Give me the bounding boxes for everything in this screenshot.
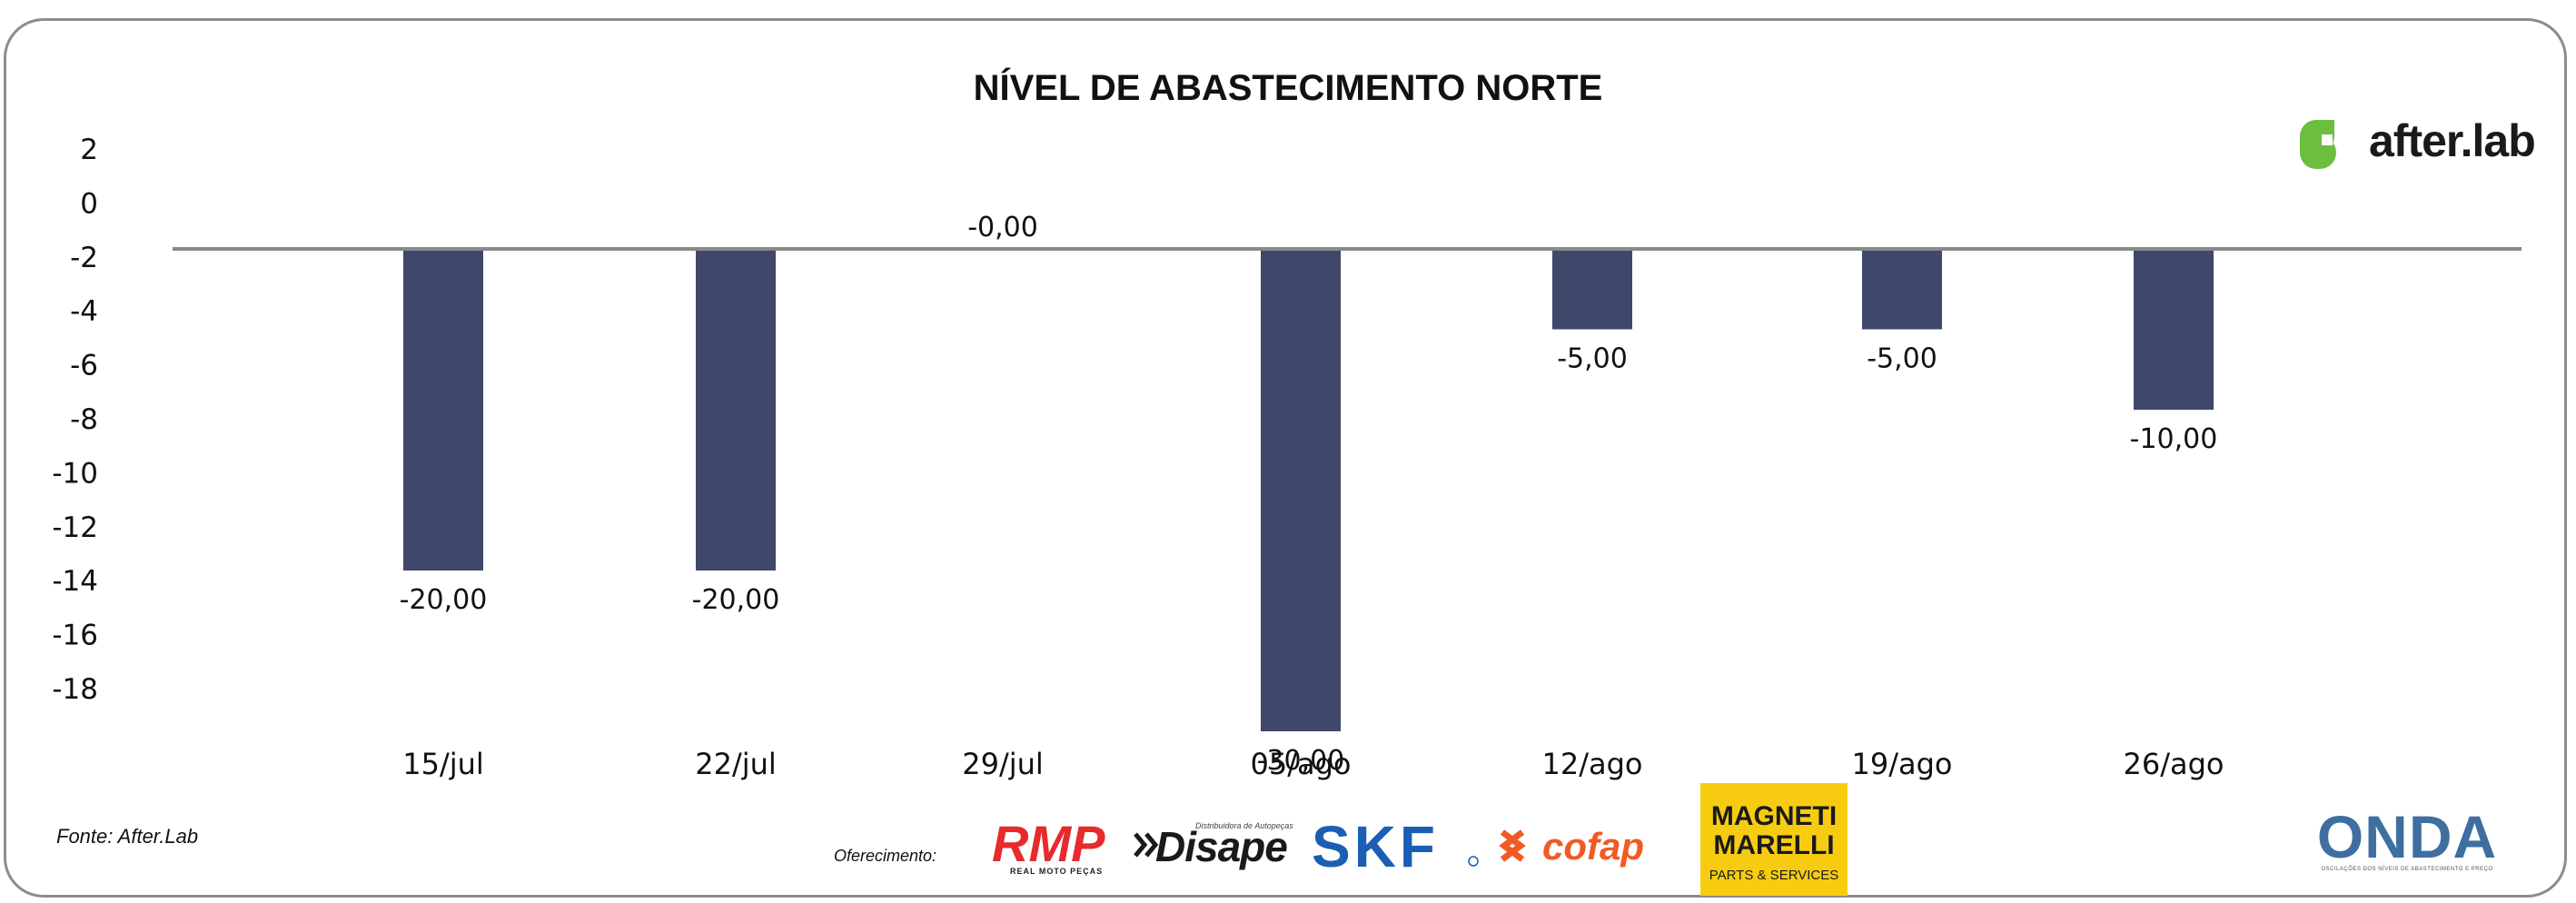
skf-logo: SKF: [1312, 814, 1479, 879]
y-tick-label: -4: [70, 295, 98, 328]
onda-logo: ONDA OSCILAÇÕES DOS NÍVEIS DE ABASTECIME…: [2317, 803, 2497, 872]
bars: [403, 249, 2214, 731]
data-label: -0,00: [967, 212, 1038, 243]
disape-logo: Disape Distribuidora de Autopeças: [1134, 821, 1293, 870]
source-note: Fonte: After.Lab: [56, 825, 198, 848]
disape-tagline: Distribuidora de Autopeças: [1195, 821, 1293, 830]
y-tick-label: -6: [70, 350, 98, 382]
x-axis-ticks: 15/jul 22/jul 29/jul 05/ago 12/ago 19/ago 26/a…: [402, 747, 2224, 781]
y-tick-label: -16: [52, 620, 98, 652]
disape-chevron-icon: [1134, 832, 1159, 858]
x-tick-label: 15/jul: [402, 747, 484, 781]
data-label: -20,00: [692, 584, 780, 616]
bar: [1552, 249, 1632, 330]
bar: [403, 249, 483, 571]
data-labels: -20,00 -20,00 -0,00 -30,00 -5,00 -5,00 -10,00: [400, 212, 2218, 777]
sponsor-label: Oferecimento:: [834, 847, 936, 865]
data-label: -30,00: [1257, 745, 1345, 777]
magneti-tagline: PARTS & SERVICES: [1709, 868, 1839, 883]
cofap-wordmark: cofap: [1542, 825, 1644, 868]
afterlab-logo: after.lab: [2300, 115, 2536, 169]
data-label: -20,00: [400, 584, 488, 616]
y-tick-label: -10: [52, 457, 98, 490]
x-tick-label: 26/ago: [2124, 747, 2224, 781]
rmp-wordmark: RMP: [992, 815, 1105, 872]
x-tick-label: 05/ago: [1251, 747, 1352, 781]
bar: [1261, 249, 1341, 731]
data-label: -5,00: [1557, 343, 1628, 375]
afterlab-mark-cut: [2322, 134, 2333, 145]
bar: [1862, 249, 1942, 330]
y-tick-label: -2: [70, 242, 98, 274]
registered-icon: [1468, 856, 1479, 867]
onda-tagline: OSCILAÇÕES DOS NÍVEIS DE ABASTECIMENTO E…: [2321, 866, 2492, 872]
disape-wordmark: Disape: [1155, 823, 1287, 870]
data-label: -10,00: [2130, 423, 2218, 455]
magneti-line-1: MAGNETI: [1711, 801, 1837, 831]
rmp-tagline: REAL MOTO PEÇAS: [1010, 867, 1103, 876]
magneti-marelli-logo: MAGNETI MARELLI PARTS & SERVICES: [1700, 783, 1848, 896]
bar: [2134, 249, 2214, 410]
y-tick-label: -14: [52, 565, 98, 598]
data-label: -5,00: [1867, 343, 1937, 375]
afterlab-wordmark: after.lab: [2369, 115, 2535, 166]
bar: [696, 249, 776, 571]
x-tick-label: 12/ago: [1542, 747, 1643, 781]
chart-title: NÍVEL DE ABASTECIMENTO NORTE: [974, 67, 1603, 108]
y-tick-label: 0: [80, 187, 98, 220]
y-tick-label: -12: [52, 511, 98, 544]
rmp-logo: RMP REAL MOTO PEÇAS: [992, 815, 1105, 876]
x-tick-label: 19/ago: [1852, 747, 1953, 781]
magneti-marelli-badge: [1700, 783, 1848, 896]
y-tick-label: -8: [70, 403, 98, 436]
y-axis-ticks: 2 0 -2 -4 -6 -8 -10 -12 -14 -16 -18: [52, 134, 98, 706]
cofap-x-icon: [1499, 829, 1526, 862]
y-tick-label: -18: [52, 673, 98, 706]
x-tick-label: 29/jul: [962, 747, 1044, 781]
y-tick-label: 2: [80, 134, 98, 166]
magneti-line-2: MARELLI: [1713, 830, 1834, 860]
skf-wordmark: SKF: [1312, 814, 1439, 879]
cofap-logo: cofap: [1499, 825, 1644, 868]
x-tick-label: 22/jul: [695, 747, 777, 781]
onda-wordmark: ONDA: [2317, 803, 2497, 870]
